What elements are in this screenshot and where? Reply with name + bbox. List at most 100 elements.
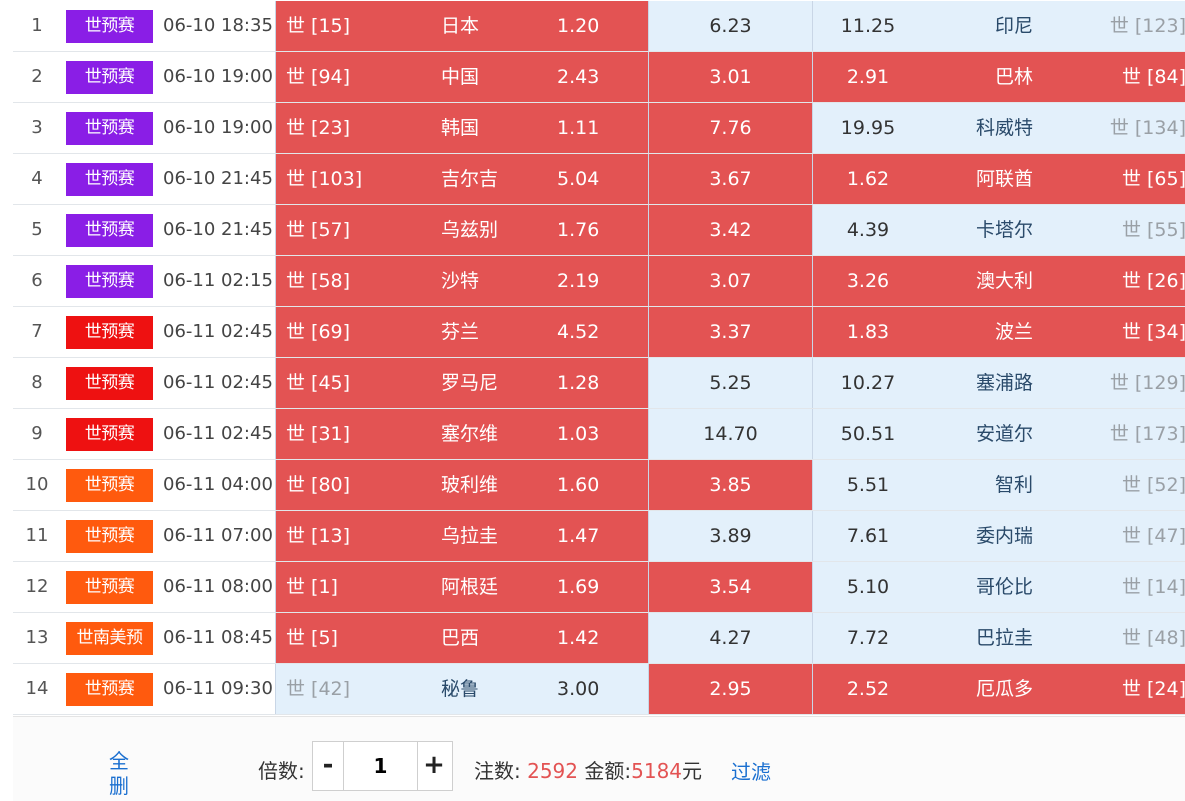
- draw-option[interactable]: 3.37: [648, 307, 812, 357]
- away-win-option[interactable]: 7.61 委内瑞 世 [47]: [812, 511, 1185, 561]
- home-rank: 世 [15]: [286, 15, 351, 37]
- home-win-option[interactable]: 世 [31] 塞尔维 1.03: [275, 409, 648, 459]
- home-team: 乌拉圭: [441, 525, 499, 547]
- home-win-option[interactable]: 世 [57] 乌兹别 1.76: [275, 205, 648, 255]
- league-cell: 世预赛: [66, 358, 154, 408]
- league-badge[interactable]: 世预赛: [66, 112, 153, 145]
- match-list: 1 世预赛 06-10 18:35 世 [15] 日本 1.20 6.23 11.25 印尼世 …: [13, 1, 1185, 715]
- draw-option[interactable]: 7.76: [648, 103, 812, 153]
- match-index: 14: [25, 678, 49, 699]
- league-cell: 世预赛: [66, 1, 154, 51]
- home-win-option[interactable]: 世 [13] 乌拉圭 1.47: [275, 511, 648, 561]
- match-time: 06-10 18:35: [163, 15, 273, 36]
- home-rank: 世 [5]: [286, 627, 338, 649]
- away-win-option[interactable]: 2.52 厄瓜多 世 [24]: [812, 664, 1185, 714]
- home-win-option[interactable]: 世 [1] 阿根廷 1.69: [275, 562, 648, 612]
- league-badge[interactable]: 世南美预: [66, 622, 153, 655]
- plus-button[interactable]: +: [423, 750, 445, 780]
- match-row: 14 世预赛 06-11 09:30 世 [42] 秘鲁 3.00 2.95 2.52 厄瓜多 世…: [13, 664, 1185, 715]
- home-team: 吉尔吉: [441, 168, 499, 190]
- draw-option[interactable]: 2.95: [648, 664, 812, 714]
- home-win-option[interactable]: 世 [5] 巴西 1.42: [275, 613, 648, 663]
- draw-option[interactable]: 14.70: [648, 409, 812, 459]
- league-badge[interactable]: 世预赛: [66, 163, 153, 196]
- bets-count: 2592: [527, 759, 579, 783]
- league-badge[interactable]: 世预赛: [66, 214, 153, 247]
- delete-all-button[interactable]: 全删: [109, 749, 129, 798]
- draw-option[interactable]: 3.01: [648, 52, 812, 102]
- league-badge[interactable]: 世预赛: [66, 469, 153, 502]
- league-badge[interactable]: 世预赛: [66, 367, 153, 400]
- away-team: 澳大利: [975, 270, 1033, 292]
- draw-option[interactable]: 3.89: [648, 511, 812, 561]
- away-win-option[interactable]: 10.27 塞浦路 世 [129]: [812, 358, 1185, 408]
- away-team: 智利: [994, 474, 1033, 496]
- home-win-option[interactable]: 世 [80] 玻利维 1.60: [275, 460, 648, 510]
- away-team: 安道尔: [975, 423, 1033, 445]
- league-cell: 世南美预: [66, 613, 154, 663]
- draw-option[interactable]: 3.85: [648, 460, 812, 510]
- home-win-option[interactable]: 世 [58] 沙特 2.19: [275, 256, 648, 306]
- minus-button[interactable]: -: [322, 750, 334, 780]
- draw-option[interactable]: 3.67: [648, 154, 812, 204]
- draw-odds: 6.23: [709, 15, 752, 37]
- multiplier-input[interactable]: [343, 742, 418, 790]
- league-badge[interactable]: 世预赛: [66, 520, 153, 553]
- home-win-option[interactable]: 世 [42] 秘鲁 3.00: [275, 664, 648, 714]
- home-win-option[interactable]: 世 [15] 日本 1.20: [275, 1, 648, 51]
- league-badge[interactable]: 世预赛: [66, 418, 153, 451]
- league-badge[interactable]: 世预赛: [66, 61, 153, 94]
- home-rank: 世 [1]: [286, 576, 338, 598]
- match-index: 11: [25, 525, 49, 546]
- draw-option[interactable]: 3.42: [648, 205, 812, 255]
- draw-option[interactable]: 3.07: [648, 256, 812, 306]
- away-win-option[interactable]: 19.95 科威特 世 [134]: [812, 103, 1185, 153]
- away-win-option[interactable]: 11.25 印尼 世 [123]: [812, 1, 1185, 51]
- draw-option[interactable]: 6.23: [648, 1, 812, 51]
- draw-option[interactable]: 3.54: [648, 562, 812, 612]
- away-odds: 2.91: [846, 66, 890, 88]
- league-badge[interactable]: 世预赛: [66, 571, 153, 604]
- away-odds: 5.10: [846, 576, 890, 598]
- draw-odds: 5.25: [709, 372, 752, 394]
- league-badge[interactable]: 世预赛: [66, 10, 153, 43]
- league-cell: 世预赛: [66, 511, 154, 561]
- match-time: 06-11 09:30: [163, 678, 273, 699]
- away-win-option[interactable]: 7.72 巴拉圭 世 [48]: [812, 613, 1185, 663]
- away-win-option[interactable]: 3.26 澳大利 世 [26]: [812, 256, 1185, 306]
- league-cell: 世预赛: [66, 562, 154, 612]
- home-team: 韩国: [441, 117, 480, 139]
- away-win-option[interactable]: 5.51 智利 世 [52]: [812, 460, 1185, 510]
- home-win-option[interactable]: 世 [45] 罗马尼 1.28: [275, 358, 648, 408]
- home-win-option[interactable]: 世 [103] 吉尔吉 5.04: [275, 154, 648, 204]
- away-win-option[interactable]: 1.83 波兰 世 [34]: [812, 307, 1185, 357]
- away-odds: 11.25: [840, 15, 896, 37]
- home-win-option[interactable]: 世 [94] 中国 2.43: [275, 52, 648, 102]
- away-rank: 世 [123]: [1109, 15, 1185, 37]
- away-win-option[interactable]: 2.91 巴林 世 [84]: [812, 52, 1185, 102]
- home-win-option[interactable]: 世 [23] 韩国 1.11: [275, 103, 648, 153]
- draw-odds: 2.95: [709, 678, 752, 700]
- home-team: 中国: [441, 66, 480, 88]
- league-cell: 世预赛: [66, 256, 154, 306]
- away-odds: 7.72: [846, 627, 890, 649]
- away-win-option[interactable]: 1.62 阿联酋 世 [65]: [812, 154, 1185, 204]
- league-badge[interactable]: 世预赛: [66, 673, 153, 706]
- away-rank: 世 [134]: [1109, 117, 1185, 139]
- filter-link[interactable]: 过滤: [731, 760, 771, 784]
- match-index: 10: [25, 474, 49, 495]
- multiplier-label: 倍数:: [258, 759, 305, 783]
- home-win-option[interactable]: 世 [69] 芬兰 4.52: [275, 307, 648, 357]
- match-index: 7: [31, 321, 43, 342]
- match-index: 1: [31, 15, 43, 36]
- match-time: 06-11 02:45: [163, 372, 273, 393]
- home-team: 乌兹别: [441, 219, 499, 241]
- away-win-option[interactable]: 50.51 安道尔 世 [173]: [812, 409, 1185, 459]
- away-win-option[interactable]: 5.10 哥伦比 世 [14]: [812, 562, 1185, 612]
- away-win-option[interactable]: 4.39 卡塔尔 世 [55]: [812, 205, 1185, 255]
- draw-option[interactable]: 5.25: [648, 358, 812, 408]
- away-odds: 50.51: [840, 423, 896, 445]
- draw-option[interactable]: 4.27: [648, 613, 812, 663]
- league-badge[interactable]: 世预赛: [66, 265, 153, 298]
- league-badge[interactable]: 世预赛: [66, 316, 153, 349]
